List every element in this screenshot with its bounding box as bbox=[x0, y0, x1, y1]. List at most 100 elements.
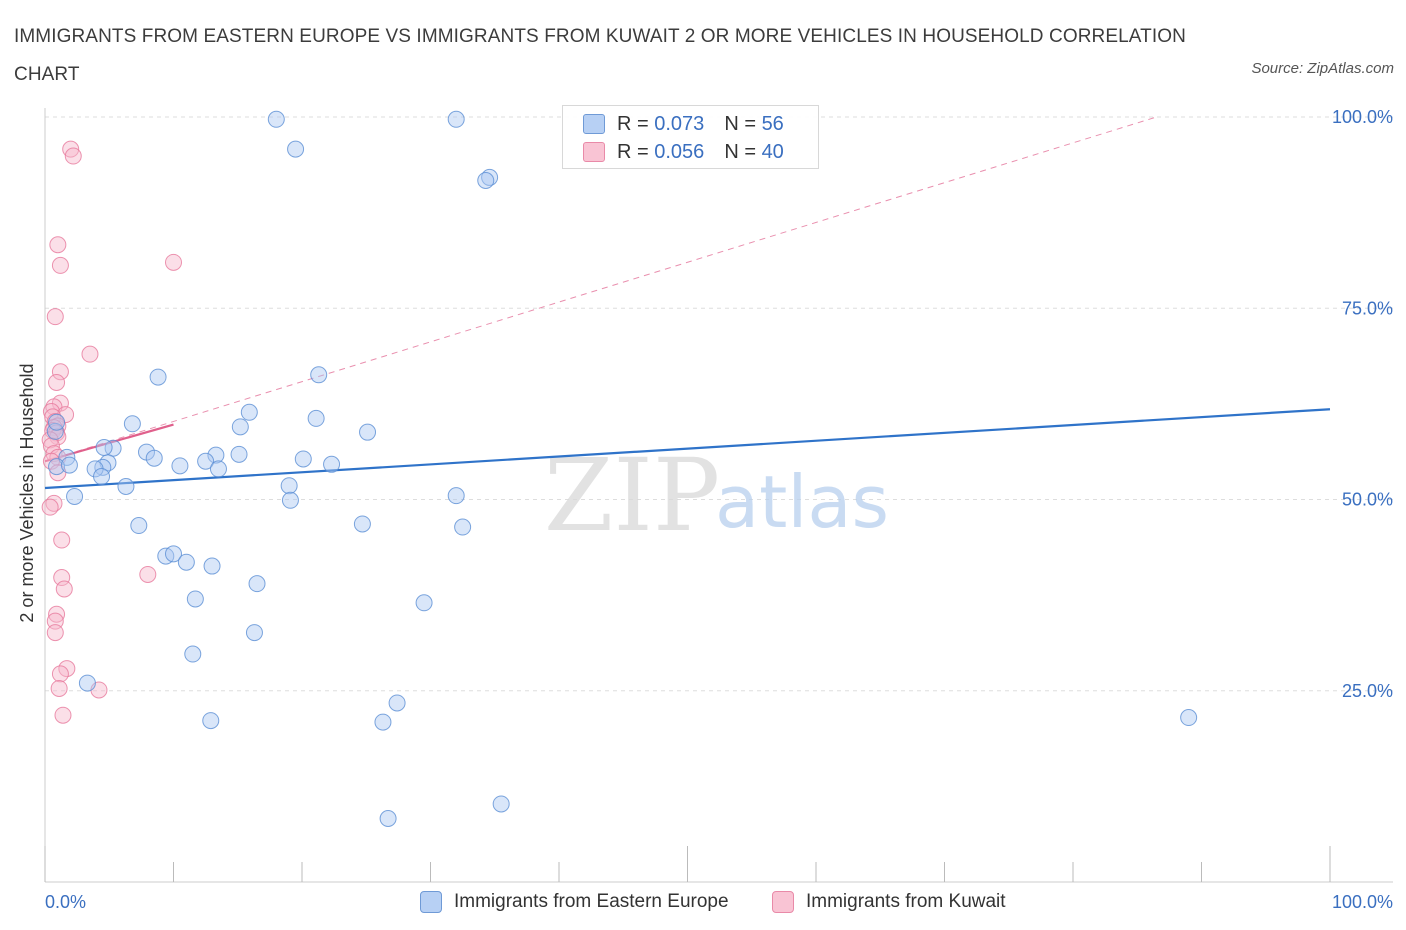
trend-lines bbox=[44, 116, 1331, 490]
eastern-europe-point bbox=[248, 575, 266, 593]
legend-n-value: 56 bbox=[761, 112, 784, 135]
eastern-europe-point bbox=[209, 460, 227, 478]
legend-r-value: 0.056 bbox=[654, 140, 705, 163]
eastern-europe-point bbox=[379, 810, 397, 828]
eastern-europe-point bbox=[307, 409, 325, 427]
kuwait-point bbox=[49, 236, 67, 254]
kuwait-point bbox=[51, 665, 69, 683]
eastern-europe-point bbox=[294, 450, 312, 468]
x-tick-label-min: 0.0% bbox=[45, 892, 86, 912]
axis-ticks: 25.0% 50.0% 75.0% 100.0% bbox=[44, 107, 1393, 882]
y-axis-label: 2 or more Vehicles in Household bbox=[17, 363, 37, 622]
bottom-legend-swatch-pink bbox=[772, 891, 794, 913]
x-tick-label-max: 100.0% bbox=[1332, 892, 1393, 912]
eastern-europe-point bbox=[177, 553, 195, 571]
eastern-europe-point bbox=[245, 624, 263, 642]
eastern-europe-point bbox=[78, 674, 96, 692]
y-tick-label: 100.0% bbox=[1332, 107, 1393, 127]
kuwait-point bbox=[41, 498, 59, 516]
watermark-atlas: atlas bbox=[715, 460, 889, 544]
eastern-europe-point bbox=[149, 368, 167, 386]
chart-title: IMMIGRANTS FROM EASTERN EUROPE VS IMMIGR… bbox=[14, 26, 1186, 85]
legend-r-label: R = bbox=[617, 140, 649, 163]
eastern-europe-point bbox=[95, 438, 113, 456]
kuwait-point bbox=[62, 140, 80, 158]
kuwait-point bbox=[48, 373, 66, 391]
eastern-europe-point bbox=[388, 694, 406, 712]
kuwait-point bbox=[41, 431, 59, 449]
eastern-europe-point bbox=[171, 457, 189, 475]
legend-row-eastern-europe: R = 0.073 N = 56 bbox=[583, 110, 784, 138]
y-tick-label: 25.0% bbox=[1342, 681, 1393, 701]
bottom-legend-kuwait: Immigrants from Kuwait bbox=[772, 890, 1006, 914]
eastern-europe-point bbox=[359, 423, 377, 441]
eastern-europe-point bbox=[117, 477, 135, 495]
kuwait-point bbox=[165, 253, 182, 271]
legend-r-value: 0.073 bbox=[654, 112, 705, 135]
kuwait-point bbox=[48, 605, 66, 623]
bottom-legend-label: Immigrants from Eastern Europe bbox=[454, 891, 729, 912]
eastern-europe-point bbox=[48, 413, 66, 431]
eastern-europe-point bbox=[184, 645, 202, 663]
kuwait-point bbox=[81, 345, 99, 363]
kuwait-point bbox=[139, 565, 157, 583]
eastern-europe-point bbox=[145, 449, 163, 467]
kuwait-trend-line bbox=[44, 423, 174, 463]
eastern-europe-point bbox=[93, 468, 111, 486]
eastern-europe-point bbox=[280, 477, 298, 495]
kuwait-point bbox=[64, 147, 82, 165]
correlation-legend: R = 0.073 N = 56 R = 0.056 N = 40 bbox=[562, 105, 819, 169]
eastern-europe-point bbox=[287, 140, 305, 158]
kuwait-point bbox=[54, 706, 72, 724]
grid-lines bbox=[45, 116, 1393, 692]
eastern-europe-point bbox=[1180, 709, 1198, 727]
eastern-europe-point bbox=[130, 517, 148, 535]
kuwait-point bbox=[50, 679, 68, 697]
eastern-europe-point bbox=[207, 446, 225, 464]
kuwait-point bbox=[55, 580, 73, 598]
eastern-europe-point bbox=[454, 518, 472, 536]
eastern-europe-point bbox=[203, 557, 221, 575]
eastern-europe-point bbox=[447, 487, 465, 505]
kuwait-trend-extension bbox=[44, 116, 1157, 462]
legend-swatch-blue bbox=[583, 114, 605, 134]
eastern-europe-point bbox=[60, 456, 78, 474]
legend-n-label: N = bbox=[724, 112, 756, 135]
eastern-europe-point bbox=[415, 594, 433, 612]
y-tick-label: 75.0% bbox=[1342, 298, 1393, 318]
eastern-europe-point bbox=[123, 415, 141, 433]
eastern-europe-point bbox=[447, 110, 465, 128]
eastern-europe-point bbox=[492, 795, 510, 813]
kuwait-point bbox=[51, 256, 69, 274]
eastern-europe-point bbox=[66, 487, 84, 505]
eastern-europe-point bbox=[310, 366, 328, 384]
legend-n-value: 40 bbox=[761, 140, 784, 163]
eastern-europe-point bbox=[281, 491, 299, 509]
eastern-europe-point bbox=[477, 171, 495, 189]
y-tick-label: 50.0% bbox=[1342, 490, 1393, 510]
kuwait-point bbox=[53, 531, 71, 549]
eastern-europe-point bbox=[267, 110, 285, 128]
eastern-europe-point bbox=[165, 545, 182, 563]
source-label: Source: ZipAtlas.com bbox=[1251, 60, 1394, 77]
kuwait-point bbox=[46, 308, 64, 326]
bottom-legend-label: Immigrants from Kuwait bbox=[806, 891, 1006, 912]
eastern-europe-point bbox=[231, 418, 249, 436]
axes bbox=[44, 108, 1393, 883]
eastern-europe-point bbox=[197, 452, 215, 470]
legend-r-label: R = bbox=[617, 112, 649, 135]
eastern-europe-point bbox=[353, 515, 371, 533]
legend-swatch-pink bbox=[583, 142, 605, 162]
eastern-europe-point bbox=[202, 712, 220, 730]
eastern-europe-point bbox=[186, 590, 204, 608]
bottom-legend-eastern-europe: Immigrants from Eastern Europe bbox=[420, 890, 729, 914]
eastern-europe-point bbox=[323, 455, 341, 473]
eastern-europe-point bbox=[240, 403, 258, 421]
eastern-europe-points bbox=[46, 110, 1198, 828]
eastern-europe-trend-line bbox=[44, 408, 1331, 490]
legend-row-kuwait: R = 0.056 N = 40 bbox=[583, 138, 784, 166]
eastern-europe-point bbox=[374, 713, 392, 731]
legend-n-label: N = bbox=[724, 140, 756, 163]
kuwait-points bbox=[41, 140, 182, 724]
